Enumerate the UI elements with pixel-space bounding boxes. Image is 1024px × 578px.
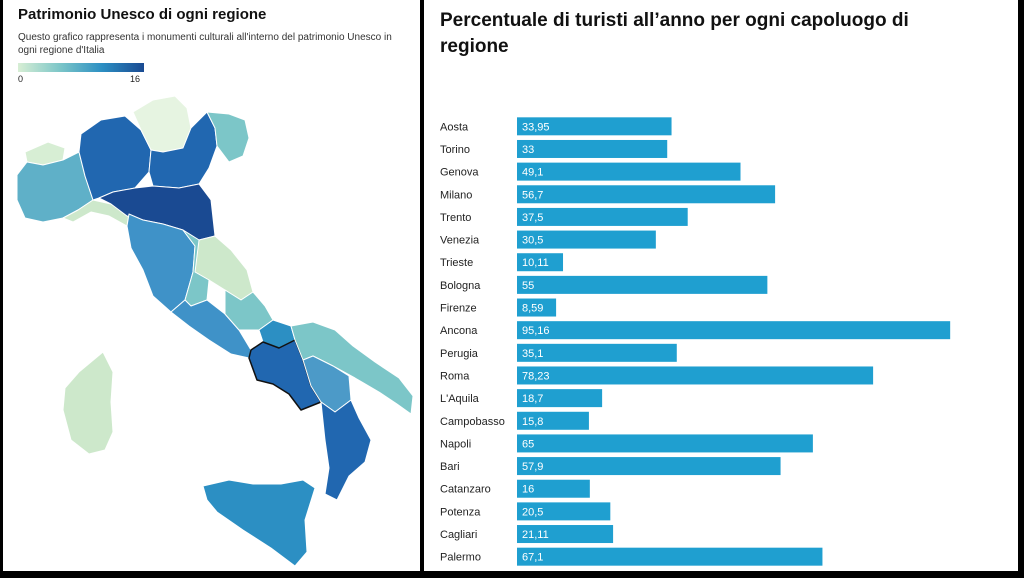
bar	[517, 411, 589, 430]
category-label: Firenze	[440, 303, 477, 315]
bar-value-label: 67,1	[522, 552, 543, 564]
bar-value-label: 21,11	[522, 529, 549, 541]
bar	[517, 502, 611, 521]
bar-value-label: 8,59	[522, 303, 543, 315]
category-label: Potenza	[440, 506, 481, 518]
bar-value-label: 78,23	[522, 370, 550, 382]
bar-value-label: 57,9	[522, 461, 543, 473]
bar	[517, 547, 823, 566]
map-subtitle: Questo grafico rappresenta i monumenti c…	[18, 32, 392, 56]
bar	[517, 389, 603, 408]
bar	[517, 321, 951, 340]
bar-value-label: 30,5	[522, 235, 543, 247]
category-label: Palermo	[440, 552, 481, 564]
bar-value-label: 65	[522, 438, 534, 450]
bar	[517, 457, 781, 476]
category-label: Torino	[440, 144, 470, 156]
category-label: Genova	[440, 167, 479, 179]
bar-value-label: 16	[522, 484, 534, 496]
bar-value-label: 37,5	[522, 212, 543, 224]
region-calabria	[320, 399, 372, 501]
bar-value-label: 33,95	[522, 121, 550, 133]
bar-value-label: 10,11	[522, 257, 549, 269]
bar-value-label: 49,1	[522, 167, 543, 179]
category-label: Aosta	[440, 121, 469, 133]
category-label: Bari	[440, 461, 460, 473]
bar-value-label: 95,16	[522, 325, 550, 337]
category-label: Roma	[440, 370, 470, 382]
category-label: Campobasso	[440, 416, 505, 428]
chart-title: Percentuale di turisti all’anno per ogni…	[440, 10, 909, 57]
chart-panel: Percentuale di turisti all’anno per ogni…	[424, 0, 1018, 571]
bar-value-label: 55	[522, 280, 534, 292]
bar	[517, 434, 813, 453]
region-lazio	[170, 299, 252, 359]
bar-value-label: 56,7	[522, 189, 543, 201]
bar	[517, 139, 668, 158]
bar	[517, 479, 590, 498]
map-legend-min: 0	[18, 74, 24, 84]
bar	[517, 117, 672, 136]
bar-value-label: 20,5	[522, 506, 543, 518]
bar	[517, 298, 557, 317]
bar-value-label: 18,7	[522, 393, 543, 405]
region-sardegna	[62, 351, 114, 455]
bar-value-label: 35,1	[522, 348, 543, 360]
category-label: Catanzaro	[440, 484, 491, 496]
category-label: Milano	[440, 189, 472, 201]
category-label: Bologna	[440, 280, 481, 292]
map-legend-scale	[18, 63, 144, 72]
italy-choropleth-map	[16, 95, 414, 567]
bar	[517, 207, 688, 226]
category-label: Trento	[440, 212, 471, 224]
category-label: Trieste	[440, 257, 473, 269]
bar	[517, 253, 564, 272]
tourists-bar-chart: Aosta 33,95 Torino 33 Genova 49,1 Milano 56,7 Tr…	[440, 117, 951, 566]
bar	[517, 162, 741, 181]
bar	[517, 525, 614, 544]
category-label: L'Aquila	[440, 393, 480, 405]
map-legend-max: 16	[130, 74, 141, 84]
bar	[517, 185, 776, 204]
bar	[517, 366, 874, 385]
map-panel: Patrimonio Unesco di ogni regione Questo…	[3, 0, 420, 571]
bar-value-label: 33	[522, 144, 534, 156]
bar	[517, 230, 656, 249]
region-friuli-venezia-giulia	[206, 111, 250, 163]
category-label: Cagliari	[440, 529, 477, 541]
bar	[517, 343, 677, 362]
bar-value-label: 15,8	[522, 416, 543, 428]
category-label: Venezia	[440, 235, 480, 247]
region-sicilia	[202, 479, 316, 567]
map-title: Patrimonio Unesco di ogni regione	[18, 6, 267, 23]
category-label: Napoli	[440, 438, 471, 450]
category-label: Perugia	[440, 348, 479, 360]
bar	[517, 275, 768, 294]
category-label: Ancona	[440, 325, 478, 337]
